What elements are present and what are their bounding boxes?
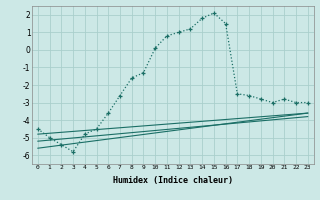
X-axis label: Humidex (Indice chaleur): Humidex (Indice chaleur) bbox=[113, 176, 233, 185]
